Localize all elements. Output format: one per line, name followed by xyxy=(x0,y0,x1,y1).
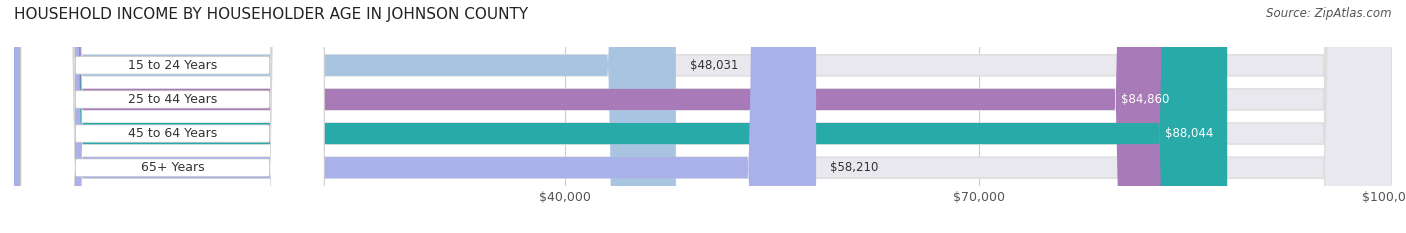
FancyBboxPatch shape xyxy=(21,0,325,233)
FancyBboxPatch shape xyxy=(14,0,1392,233)
Text: Source: ZipAtlas.com: Source: ZipAtlas.com xyxy=(1267,7,1392,20)
FancyBboxPatch shape xyxy=(14,0,1227,233)
Text: $88,044: $88,044 xyxy=(1166,127,1213,140)
Text: 45 to 64 Years: 45 to 64 Years xyxy=(128,127,217,140)
FancyBboxPatch shape xyxy=(21,0,325,233)
Text: $84,860: $84,860 xyxy=(1121,93,1170,106)
FancyBboxPatch shape xyxy=(14,0,1392,233)
Text: $58,210: $58,210 xyxy=(830,161,879,174)
Text: HOUSEHOLD INCOME BY HOUSEHOLDER AGE IN JOHNSON COUNTY: HOUSEHOLD INCOME BY HOUSEHOLDER AGE IN J… xyxy=(14,7,529,22)
Text: $48,031: $48,031 xyxy=(690,59,738,72)
FancyBboxPatch shape xyxy=(14,0,1392,233)
FancyBboxPatch shape xyxy=(14,0,1392,233)
FancyBboxPatch shape xyxy=(14,0,815,233)
FancyBboxPatch shape xyxy=(21,0,325,233)
FancyBboxPatch shape xyxy=(14,0,676,233)
Text: 25 to 44 Years: 25 to 44 Years xyxy=(128,93,217,106)
Text: 65+ Years: 65+ Years xyxy=(141,161,204,174)
Text: 15 to 24 Years: 15 to 24 Years xyxy=(128,59,217,72)
FancyBboxPatch shape xyxy=(14,0,1184,233)
FancyBboxPatch shape xyxy=(21,0,325,233)
